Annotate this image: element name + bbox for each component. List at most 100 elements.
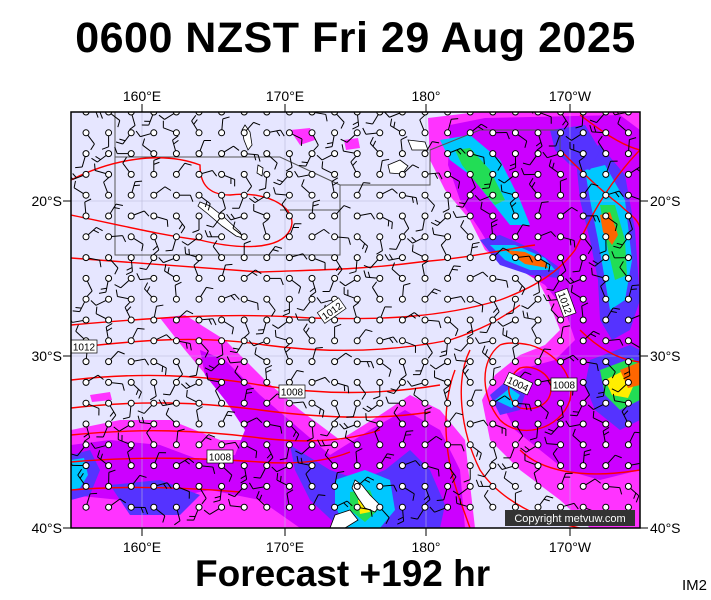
wind-barb	[442, 191, 452, 213]
isobar-11	[508, 366, 552, 410]
wind-barb	[172, 358, 183, 380]
wind-barb	[122, 157, 135, 178]
wind-barb	[195, 191, 211, 211]
wind-barb	[206, 372, 226, 386]
wind-barb	[262, 218, 271, 241]
wind-barb	[316, 150, 339, 161]
wind-barb	[579, 378, 591, 401]
wind-barb	[295, 313, 316, 324]
wind-barb	[544, 420, 565, 435]
wind-barb	[511, 254, 533, 263]
copyright-text[interactable]: Copyright metvuw.com	[514, 513, 625, 525]
wind-barb	[374, 426, 384, 449]
isobar-5	[71, 374, 441, 394]
wind-barb	[579, 302, 589, 324]
wind-barb	[331, 352, 352, 366]
wind-barb	[444, 147, 466, 158]
wind-barb	[172, 457, 195, 470]
wind-barb	[479, 316, 497, 334]
wind-barb	[195, 286, 214, 303]
wind-barb	[565, 129, 587, 141]
wind-barb	[184, 246, 203, 262]
latitude-labels-right: 20°S 30°S 40°S	[650, 193, 681, 536]
wind-barb	[602, 190, 624, 199]
wind-barb	[481, 345, 497, 366]
wind-barb	[227, 482, 248, 498]
wind-barb	[511, 129, 528, 148]
wind-barb	[548, 129, 565, 147]
wind-barb	[115, 289, 135, 303]
isobar-14	[519, 449, 640, 475]
wind-barb	[463, 462, 474, 483]
wind-barb	[331, 323, 342, 345]
wind-barb	[256, 490, 271, 511]
wind-barb	[602, 358, 616, 379]
wind-barb	[240, 170, 253, 193]
wind-barb	[180, 378, 203, 389]
lat-label-30s-right: 30°S	[650, 348, 681, 364]
wind-barb	[331, 500, 353, 511]
wind-barb	[308, 494, 326, 511]
wind-barb	[263, 245, 283, 262]
wind-barb	[421, 435, 443, 449]
wind-barb	[232, 191, 248, 209]
wind-barb	[548, 159, 565, 178]
wind-barb	[511, 274, 526, 296]
wind-barb	[158, 399, 180, 407]
wind-barb	[376, 336, 398, 345]
wind-barb	[82, 254, 102, 268]
wind-barb	[331, 378, 350, 394]
wind-barb	[587, 399, 610, 411]
wind-barb	[150, 304, 164, 324]
wind-barb	[150, 334, 172, 345]
wind-barb	[589, 124, 610, 137]
wind-barb	[419, 114, 429, 137]
wind-barb	[195, 316, 217, 326]
wind-barb	[466, 419, 489, 428]
wind-barb	[90, 441, 113, 449]
wind-barb	[579, 330, 600, 345]
lat-label-40s-left: 40°S	[31, 520, 62, 536]
wind-barb	[283, 343, 293, 366]
wind-barb	[397, 503, 406, 525]
wind-barb	[212, 240, 226, 262]
wind-barb	[228, 498, 248, 511]
rain-core-14	[550, 125, 600, 170]
wind-barb	[325, 129, 339, 149]
wind-barb	[552, 447, 565, 470]
wind-barb	[421, 141, 440, 158]
wind-barb	[195, 462, 216, 474]
wind-barb	[82, 399, 100, 416]
wind-barb	[430, 212, 452, 226]
wind-barb	[534, 231, 557, 241]
wind-barb	[186, 389, 203, 407]
wind-barb	[105, 203, 123, 220]
wind-barb	[466, 295, 484, 313]
wind-barb	[164, 264, 180, 282]
wind-barb	[365, 413, 384, 428]
wind-barb	[444, 118, 459, 137]
wind-barb	[298, 150, 316, 167]
wind-barb	[105, 233, 127, 243]
lat-label-20s-left: 20°S	[31, 193, 62, 209]
wind-barb	[398, 191, 418, 205]
wind-barb	[505, 295, 519, 315]
wind-barb	[101, 129, 113, 150]
wind-barb	[254, 347, 271, 366]
wind-barb	[498, 170, 519, 184]
wind-barb	[455, 496, 474, 511]
wind-barb	[273, 187, 293, 199]
wind-barb	[534, 129, 543, 151]
wind-barb	[500, 184, 519, 199]
svg-text:1008: 1008	[553, 381, 576, 392]
wind-barb	[602, 426, 610, 449]
wind-barb	[253, 203, 271, 220]
wind-barb	[524, 453, 542, 470]
wind-barb	[103, 177, 113, 199]
wind-barb	[308, 228, 330, 241]
wind-barb	[240, 269, 262, 282]
longitude-labels-bottom: 160°E 170°E 180° 170°W	[123, 539, 592, 555]
wind-barb	[186, 503, 203, 521]
wind-barb	[376, 188, 398, 199]
wind-barb	[285, 370, 304, 386]
